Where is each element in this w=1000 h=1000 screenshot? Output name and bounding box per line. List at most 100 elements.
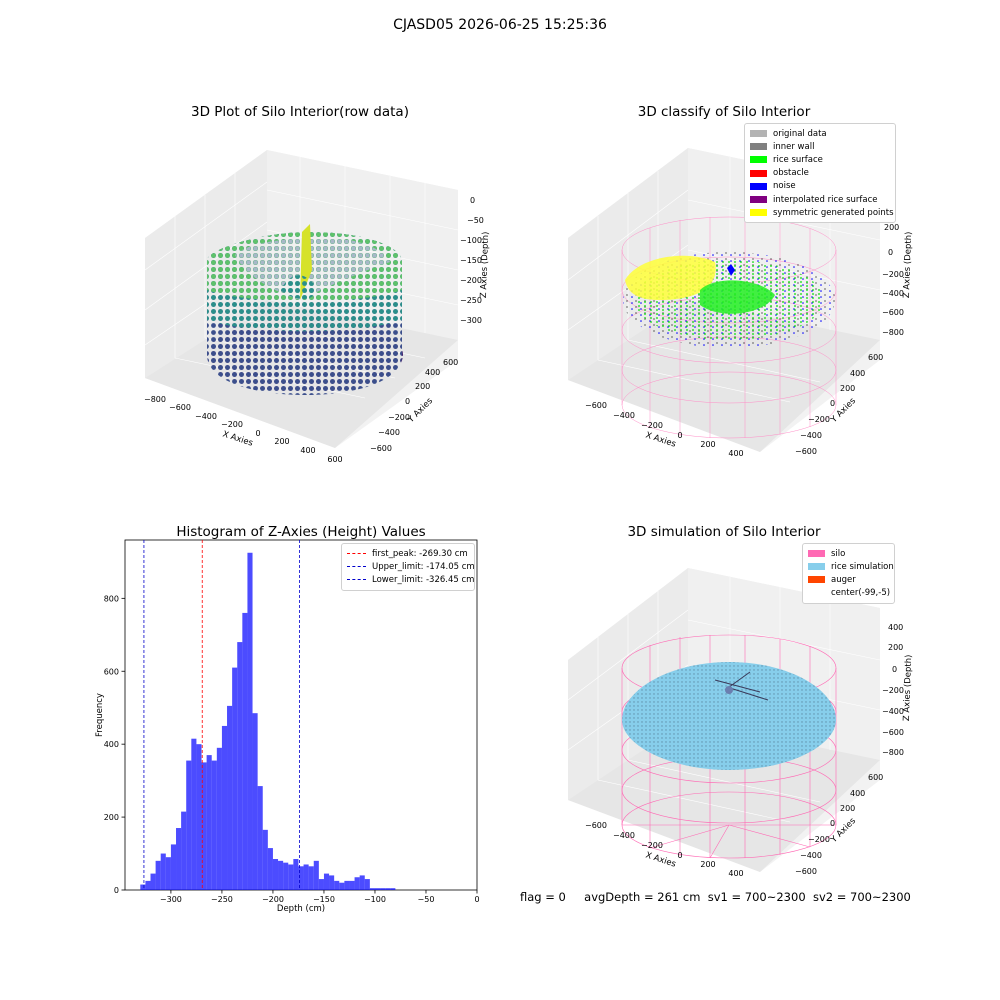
histogram-bar [145,880,151,890]
histogram-bar [349,880,355,890]
classify-z-tick: −600 [882,308,904,317]
raw-plot-title: 3D Plot of Silo Interior(row data) [191,104,409,120]
legend-label: symmetric generated points [773,207,894,218]
raw-y-tick: −200 [388,413,410,422]
histogram-bar [237,642,243,890]
classify-z-tick: 200 [884,223,899,232]
legend-label: rice simulation [831,561,894,572]
histogram-bar [160,853,166,890]
classify-z-tick: 0 [888,248,893,257]
histogram-x-tick-label: −100 [364,895,386,904]
raw-y-tick: 400 [425,368,440,377]
histogram-bar [344,880,350,890]
histogram-bar [288,864,294,890]
classify-x-tick: −400 [613,411,635,420]
raw-y-tick: 200 [415,382,430,391]
histogram-bar [227,705,233,890]
raw-z-tick: −50 [467,216,484,225]
histogram-x-ticks: −300 −250 −200 −150 −100 −50 0 [160,890,480,904]
legend-item: Lower_limit: -326.45 cm [347,573,474,586]
legend-label: interpolated rice surface [773,194,878,205]
histogram-bar [334,880,340,890]
simulation-x-tick: 200 [700,860,715,869]
classify-z-tick: −400 [882,289,904,298]
legend-label: Upper_limit: -174.05 cm [372,561,475,572]
histogram-bar [186,760,192,890]
histogram-y-tick-label: 200 [104,813,119,822]
classify-x-label: X Axies [644,430,677,449]
legend-swatch [808,589,825,597]
legend-label: original data [773,128,827,139]
raw-x-tick: 600 [327,455,342,464]
legend-item: original data [750,127,890,140]
simulation-3d-axes: −600 −400 −200 0 200 400 X Axies −600 −4… [567,568,914,878]
histogram-bar [303,864,309,890]
legend-item: Upper_limit: -174.05 cm [347,560,475,573]
simulation-x-tick: 400 [728,869,743,878]
histogram-bar [278,860,284,890]
histogram-bar [155,860,161,890]
histogram-bar [206,755,212,890]
flag-text: flag = 0 [520,890,566,904]
histogram-bar [283,862,289,890]
histogram-bar [364,879,370,890]
legend-item: auger [808,573,889,586]
histogram-bar [140,884,146,890]
histogram-bar [354,877,360,890]
classify-x-tick: −200 [641,421,663,430]
classify-z-tick: −200 [882,270,904,279]
simulation-z-tick: 0 [892,665,897,674]
histogram-x-tick-label: −300 [160,895,182,904]
histogram-bar [374,888,381,890]
classify-plot-title: 3D classify of Silo Interior [637,104,811,120]
histogram-y-ticks: 0 200 400 600 800 [104,594,125,895]
legend-label: first_peak: -269.30 cm [372,548,468,559]
histogram-bar [196,744,202,890]
simulation-x-tick: −600 [585,821,607,830]
legend-item: interpolated rice surface [750,193,890,206]
simulation-y-tick: 600 [868,773,883,782]
simulation-x-tick: −200 [641,841,663,850]
simulation-z-label: Z Axies (Depth) [902,654,914,721]
classify-y-tick: −200 [808,415,830,424]
histogram-bar [242,612,248,890]
classify-y-tick: −600 [795,447,817,456]
legend-line [347,566,366,568]
histogram-bar [380,888,386,890]
legend-line [347,579,366,581]
simulation-z-tick: −200 [882,686,904,695]
histogram-bar [390,888,396,890]
histogram-axes: −300 −250 −200 −150 −100 −50 0 0 200 400 600 800 D… [95,539,480,914]
simulation-y-tick: 200 [840,804,855,813]
legend-label: rice surface [773,154,823,165]
histogram-bar [232,667,238,890]
legend-item: obstacle [750,167,890,180]
legend-swatch [750,169,767,177]
histogram-y-tick-label: 800 [104,594,119,603]
classify-y-tick: 400 [850,369,865,378]
raw-y-tick: 600 [443,358,458,367]
legend-swatch [750,143,767,151]
classify-3d-axes: −600 −400 −200 0 200 400 X Axies −600 −4… [567,148,914,458]
histogram-bar [272,859,279,890]
raw-x-tick: 200 [274,437,289,446]
simulation-y-tick: 0 [830,819,835,828]
classify-legend: original data inner wall rice surface ob… [744,123,896,224]
raw-z-tick: −250 [460,296,482,305]
histogram-x-tick-label: −250 [211,895,233,904]
classify-x-tick: 0 [677,431,682,440]
histogram-bar [221,725,228,890]
sv2-text: sv2 = 700~2300 [812,890,911,904]
histogram-x-label: Depth (cm) [277,904,325,914]
sv1-text: sv1 = 700~2300 [707,890,806,904]
classify-x-tick: −600 [585,401,607,410]
histogram-bar [176,828,182,890]
raw-x-tick: −800 [144,395,166,404]
histogram-bar [267,848,273,890]
histogram-bar [359,875,365,890]
histogram-bar [150,873,156,890]
raw-z-label: Z Axies (Depth) [479,231,491,298]
legend-item: first_peak: -269.30 cm [347,547,469,560]
simulation-legend: silo rice simulation auger center(-99,-5… [802,543,895,604]
histogram-bars [140,552,396,890]
